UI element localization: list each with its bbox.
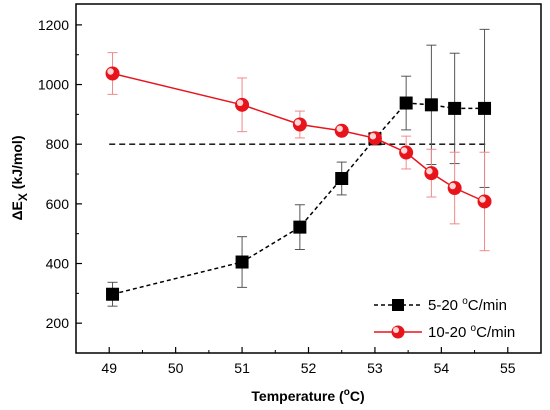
y-tick-label-600: 600 xyxy=(46,196,70,212)
x-tick-label-55: 55 xyxy=(500,360,516,376)
legend-item-series-2: 10-20 oC/min xyxy=(374,323,515,341)
y-tick-label-1200: 1200 xyxy=(38,17,69,33)
y-tick-label-1000: 1000 xyxy=(38,77,69,93)
y-tick-label-200: 200 xyxy=(46,315,70,331)
x-tick-label-53: 53 xyxy=(367,360,383,376)
legend-label-series-2: 10-20 oC/min xyxy=(428,323,515,341)
data-point-highlight xyxy=(449,182,456,190)
legend: 5-20 oC/min 10-20 oC/min xyxy=(374,296,515,341)
data-point-highlight xyxy=(294,119,302,126)
x-tick-label-49: 49 xyxy=(101,360,117,376)
data-point-highlight xyxy=(236,99,244,107)
series-2 xyxy=(105,52,492,252)
x-tick-label-50: 50 xyxy=(168,360,184,376)
data-point-highlight xyxy=(479,196,486,203)
data-point-series-1-0 xyxy=(106,287,120,301)
data-point-series-1-2 xyxy=(293,220,307,234)
legend-marker-series-1 xyxy=(392,299,404,311)
data-point-highlight xyxy=(336,125,343,132)
legend-item-series-1: 5-20 oC/min xyxy=(374,296,507,314)
data-point-series-1-5 xyxy=(399,96,413,110)
data-point-highlight xyxy=(369,133,377,140)
legend-marker-series-2-highlight xyxy=(393,327,399,333)
legend-label-series-1: 5-20 oC/min xyxy=(428,296,507,314)
data-point-highlight xyxy=(107,68,114,75)
x-tick-label-54: 54 xyxy=(434,360,450,376)
x-axis-title: Temperature (oC) xyxy=(251,387,364,404)
data-point-series-1-1 xyxy=(235,255,249,269)
data-point-series-1-6 xyxy=(424,98,438,112)
data-point-series-1-3 xyxy=(335,172,349,185)
data-point-highlight xyxy=(426,167,433,175)
x-tick-label-52: 52 xyxy=(301,360,317,376)
data-point-highlight xyxy=(400,147,408,154)
y-axis-title: ΔEX (kJ/mol) xyxy=(9,136,30,221)
x-tick-label-51: 51 xyxy=(234,360,250,376)
series-line-1 xyxy=(112,102,485,295)
data-point-series-1-8 xyxy=(478,101,492,115)
y-tick-label-800: 800 xyxy=(46,136,70,152)
y-tick-label-400: 400 xyxy=(46,256,70,272)
data-point-series-1-7 xyxy=(448,101,462,115)
